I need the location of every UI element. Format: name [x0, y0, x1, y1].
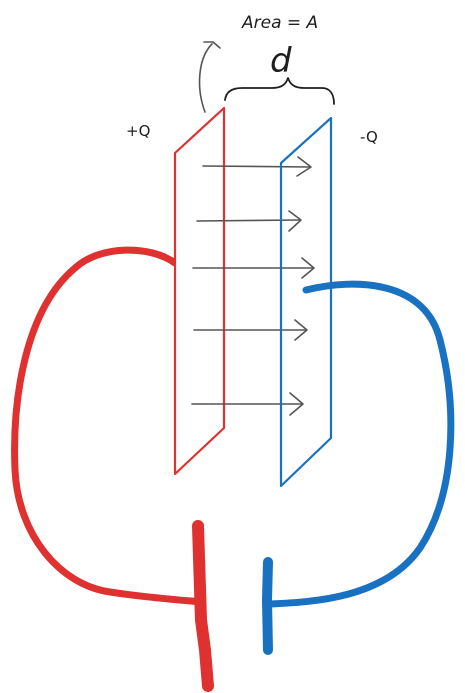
area-pointer-curve: [198, 43, 213, 113]
negative-plate: [279, 116, 333, 488]
field-arrow-2: [196, 219, 301, 222]
area-label: Area = A: [241, 13, 318, 33]
distance-brace: [224, 77, 335, 105]
battery-positive-terminal: [192, 520, 214, 692]
field-arrow-3-head: [301, 257, 315, 279]
field-arrow-2-head: [288, 210, 302, 232]
area-pointer-arrowhead: [203, 41, 221, 49]
plus-q-label: +Q: [126, 122, 150, 140]
positive-plate: [173, 106, 226, 476]
field-arrow-1: [202, 165, 311, 168]
minus-q-label: -Q: [360, 128, 378, 146]
battery-negative-terminal: [262, 557, 273, 655]
electric-field-arrows: [191, 156, 315, 416]
negative-wire: [266, 280, 455, 608]
positive-wire: [11, 246, 206, 606]
field-arrow-1-head: [296, 156, 312, 177]
field-arrow-4-head: [294, 319, 308, 341]
field-arrow-5-head: [289, 392, 304, 416]
distance-label: d: [270, 41, 292, 81]
